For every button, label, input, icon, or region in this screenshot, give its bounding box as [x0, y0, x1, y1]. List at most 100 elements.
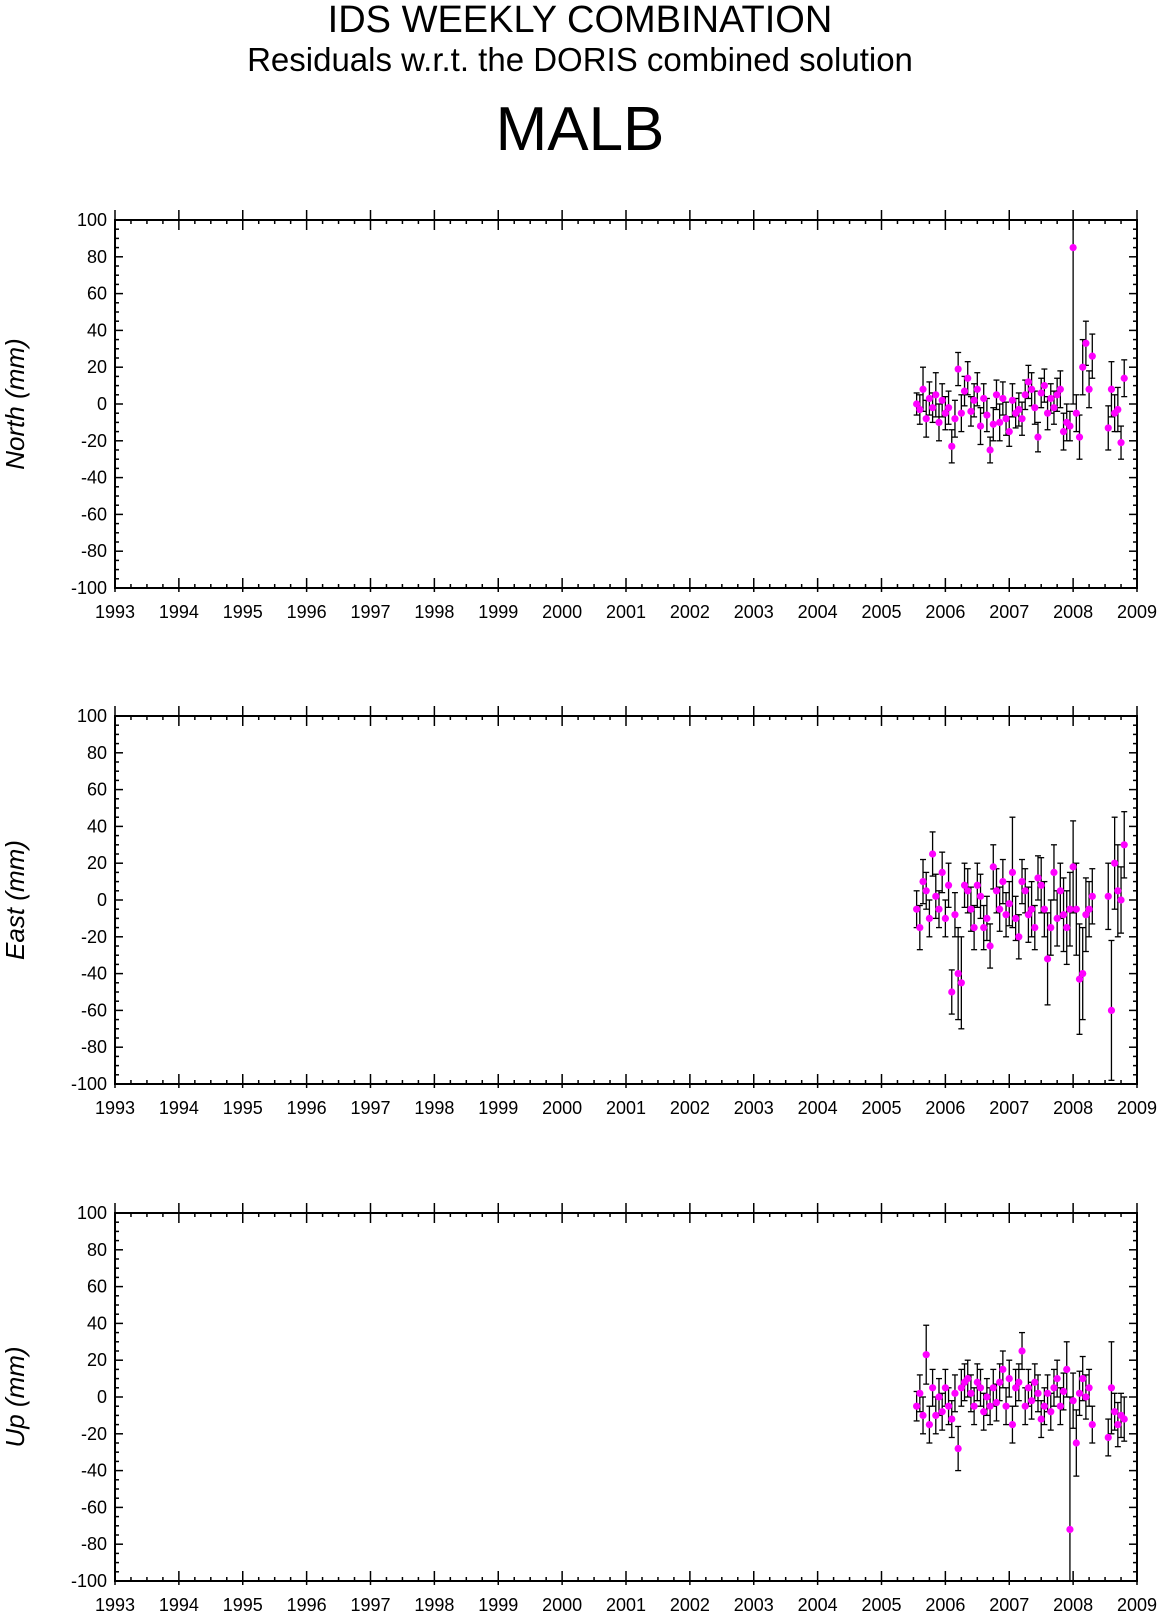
data-point — [954, 970, 962, 978]
y-tick-label: 0 — [97, 890, 107, 910]
data-point — [1031, 404, 1039, 412]
data-point — [1063, 924, 1071, 932]
y-tick-label: 60 — [87, 284, 107, 304]
x-tick-label: 2000 — [542, 602, 582, 622]
data-point — [1072, 905, 1080, 913]
data-point — [1050, 1384, 1058, 1392]
data-point — [919, 385, 927, 393]
data-point — [970, 924, 978, 932]
data-point — [1002, 1402, 1010, 1410]
data-point — [951, 911, 959, 919]
x-tick-label: 2000 — [542, 1098, 582, 1118]
data-point — [1005, 428, 1013, 436]
data-point — [948, 988, 956, 996]
data-point — [970, 1402, 978, 1410]
data-point — [1015, 933, 1023, 941]
data-point — [957, 409, 965, 417]
data-point — [941, 409, 949, 417]
data-point — [1107, 1384, 1116, 1392]
y-tick-label: 80 — [87, 743, 107, 763]
x-tick-label: 2004 — [798, 1098, 838, 1118]
data-point — [957, 979, 965, 987]
data-point — [1069, 244, 1077, 252]
x-tick-label: 2004 — [798, 1595, 838, 1615]
x-tick-label: 2002 — [670, 1098, 710, 1118]
data-point — [983, 1393, 991, 1401]
data-point — [941, 914, 949, 923]
x-tick-label: 2006 — [925, 1595, 965, 1615]
x-tick-label: 1996 — [287, 1098, 327, 1118]
data-point — [1088, 1421, 1096, 1429]
y-tick-label: 0 — [97, 1387, 107, 1407]
y-tick-label: -40 — [81, 964, 107, 984]
data-point — [1063, 1365, 1071, 1373]
x-tick-label: 1993 — [95, 1595, 135, 1615]
data-point — [996, 418, 1004, 426]
up-axis-label: Up (mm) — [0, 1346, 30, 1447]
data-point — [960, 387, 969, 395]
data-point — [944, 881, 953, 889]
x-tick-label: 1998 — [414, 1595, 454, 1615]
data-point — [1059, 428, 1068, 436]
x-tick-label: 2003 — [734, 1595, 774, 1615]
data-point — [976, 892, 985, 900]
east-axis-label: East (mm) — [0, 840, 30, 960]
x-tick-label: 2002 — [670, 1595, 710, 1615]
x-tick-label: 1994 — [159, 602, 199, 622]
data-point — [948, 1415, 956, 1423]
data-point — [1012, 914, 1020, 923]
data-point — [989, 863, 997, 871]
data-point — [1028, 1397, 1036, 1405]
x-tick-label: 1999 — [478, 602, 518, 622]
x-tick-label: 2001 — [606, 602, 646, 622]
data-point — [1021, 1402, 1029, 1410]
data-point — [1056, 887, 1064, 895]
data-point — [992, 391, 1001, 399]
data-point — [929, 850, 937, 858]
y-tick-label: 0 — [97, 394, 107, 414]
data-point — [1056, 1402, 1064, 1410]
data-point — [922, 1351, 930, 1359]
data-point — [1053, 914, 1061, 923]
y-tick-label: 100 — [77, 1203, 107, 1223]
y-tick-label: 80 — [87, 247, 107, 267]
data-point — [954, 365, 962, 373]
data-point — [999, 394, 1007, 403]
data-point — [1120, 374, 1128, 382]
x-tick-label: 1997 — [350, 1595, 390, 1615]
chart-title: IDS WEEKLY COMBINATION — [327, 0, 833, 41]
y-tick-label: -60 — [81, 504, 107, 524]
y-tick-label: 20 — [87, 853, 107, 873]
x-tick-label: 2001 — [606, 1595, 646, 1615]
data-point — [1085, 905, 1093, 913]
x-tick-label: 1999 — [478, 1595, 518, 1615]
y-tick-label: -80 — [81, 1037, 107, 1057]
data-point — [1085, 1384, 1093, 1392]
data-point — [967, 905, 975, 913]
data-point — [973, 385, 981, 393]
east-plot-frame — [114, 715, 1138, 1085]
data-point — [919, 1411, 927, 1419]
data-point — [919, 878, 927, 886]
x-tick-label: 2005 — [861, 1098, 901, 1118]
data-point — [1028, 905, 1036, 913]
data-point — [980, 394, 988, 403]
y-tick-label: -60 — [81, 1497, 107, 1517]
x-tick-label: 2009 — [1117, 1595, 1157, 1615]
data-point — [1085, 385, 1093, 393]
data-point — [1082, 911, 1090, 919]
data-point — [989, 1384, 997, 1392]
data-point — [999, 878, 1007, 886]
x-tick-label: 1998 — [414, 1098, 454, 1118]
data-point — [1075, 975, 1084, 983]
data-point — [1043, 955, 1052, 963]
data-point — [954, 1444, 962, 1453]
y-tick-label: -20 — [81, 431, 107, 451]
data-point — [983, 411, 991, 419]
data-point — [1018, 415, 1026, 423]
y-tick-label: 100 — [77, 706, 107, 726]
x-tick-label: 2000 — [542, 1595, 582, 1615]
data-point — [932, 892, 940, 900]
data-point — [922, 887, 930, 895]
data-point — [1024, 378, 1033, 386]
